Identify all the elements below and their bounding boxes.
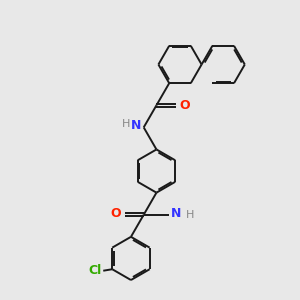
- Text: H: H: [122, 119, 130, 129]
- Text: N: N: [131, 119, 141, 132]
- Text: O: O: [179, 99, 190, 112]
- Text: Cl: Cl: [88, 264, 102, 277]
- Text: H: H: [186, 210, 194, 220]
- Text: O: O: [110, 207, 121, 220]
- Text: N: N: [171, 207, 181, 220]
